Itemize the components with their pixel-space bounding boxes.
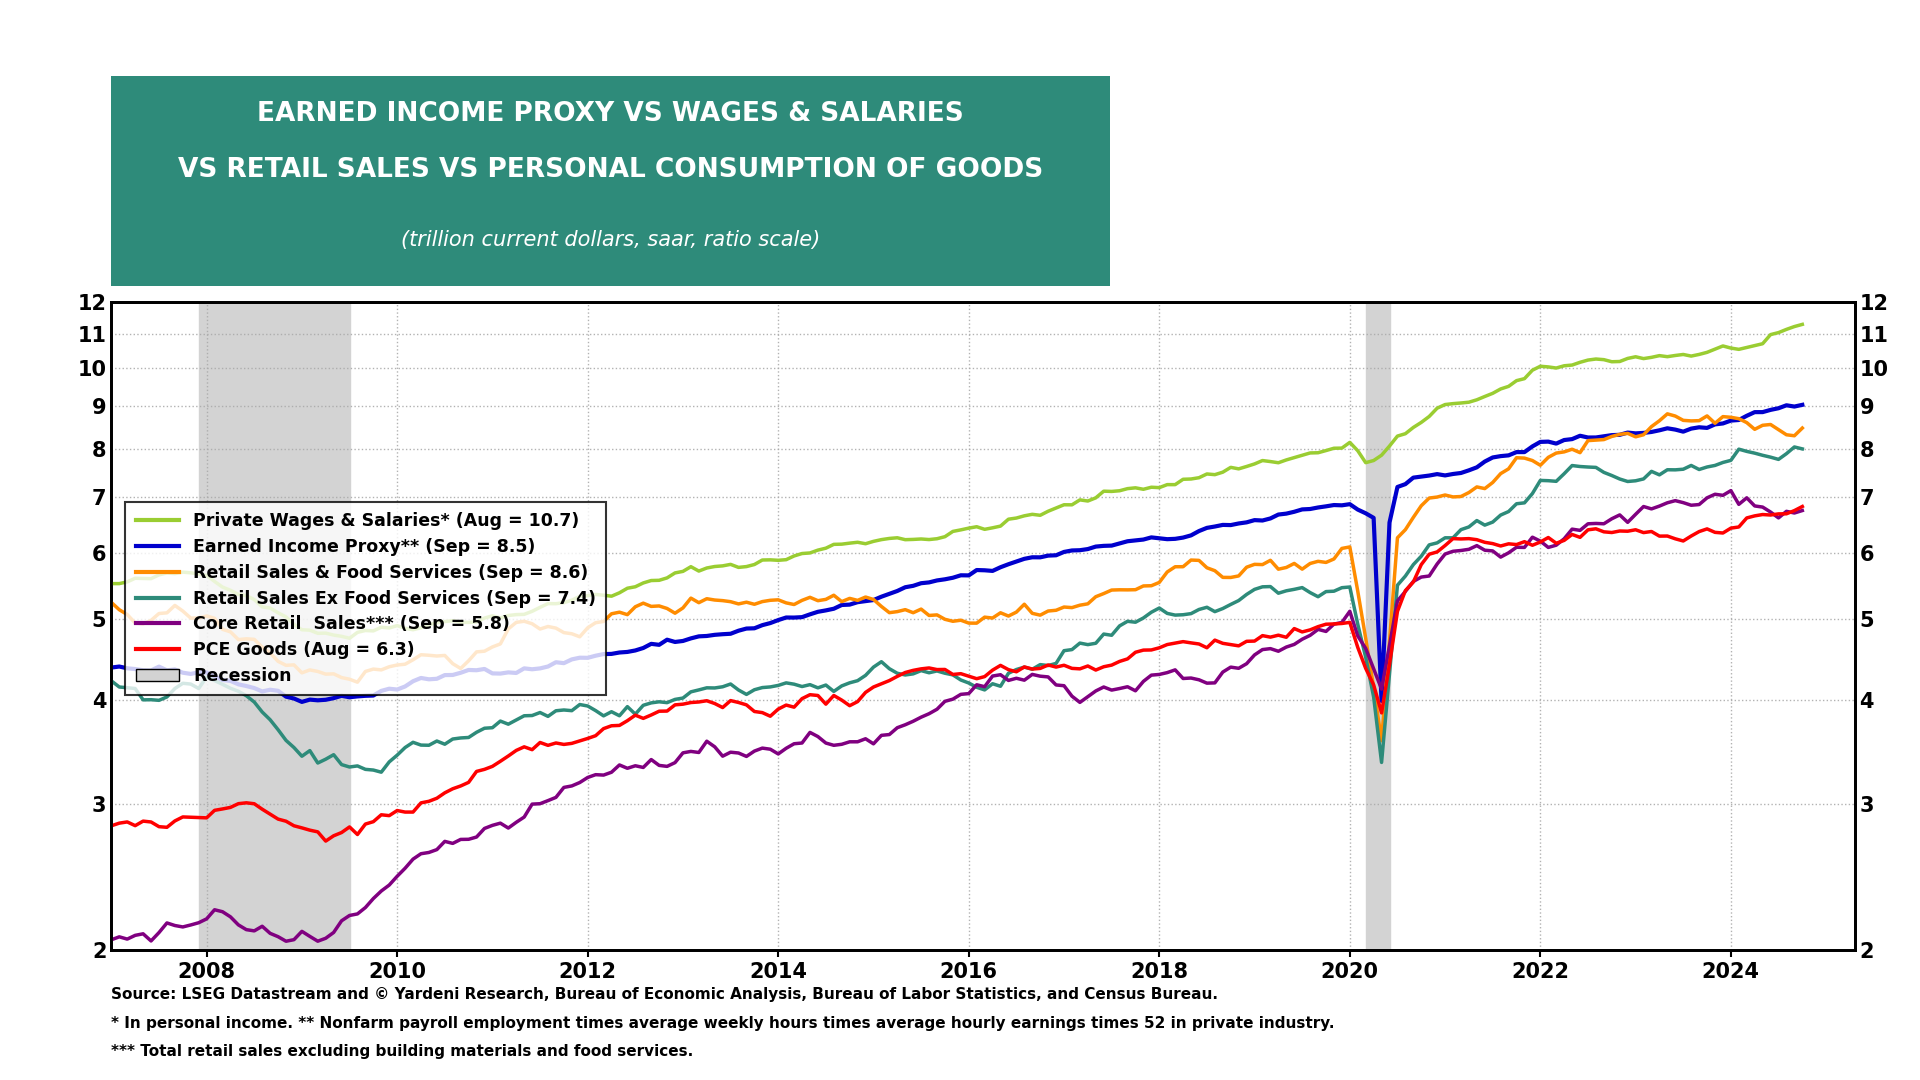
Legend: Private Wages & Salaries* (Aug = 10.7), Earned Income Proxy** (Sep = 8.5), Retai: Private Wages & Salaries* (Aug = 10.7), … — [125, 502, 607, 696]
Bar — [198, 302, 349, 950]
Text: (trillion current dollars, saar, ratio scale): (trillion current dollars, saar, ratio s… — [401, 230, 820, 249]
Text: Source: LSEG Datastream and © Yardeni Research, Bureau of Economic Analysis, Bur: Source: LSEG Datastream and © Yardeni Re… — [111, 987, 1219, 1002]
Bar — [1365, 302, 1390, 950]
Text: * In personal income. ** Nonfarm payroll employment times average weekly hours t: * In personal income. ** Nonfarm payroll… — [111, 1016, 1334, 1031]
Text: VS RETAIL SALES VS PERSONAL CONSUMPTION OF GOODS: VS RETAIL SALES VS PERSONAL CONSUMPTION … — [179, 158, 1043, 184]
Text: EARNED INCOME PROXY VS WAGES & SALARIES: EARNED INCOME PROXY VS WAGES & SALARIES — [257, 100, 964, 126]
Text: *** Total retail sales excluding building materials and food services.: *** Total retail sales excluding buildin… — [111, 1044, 693, 1059]
